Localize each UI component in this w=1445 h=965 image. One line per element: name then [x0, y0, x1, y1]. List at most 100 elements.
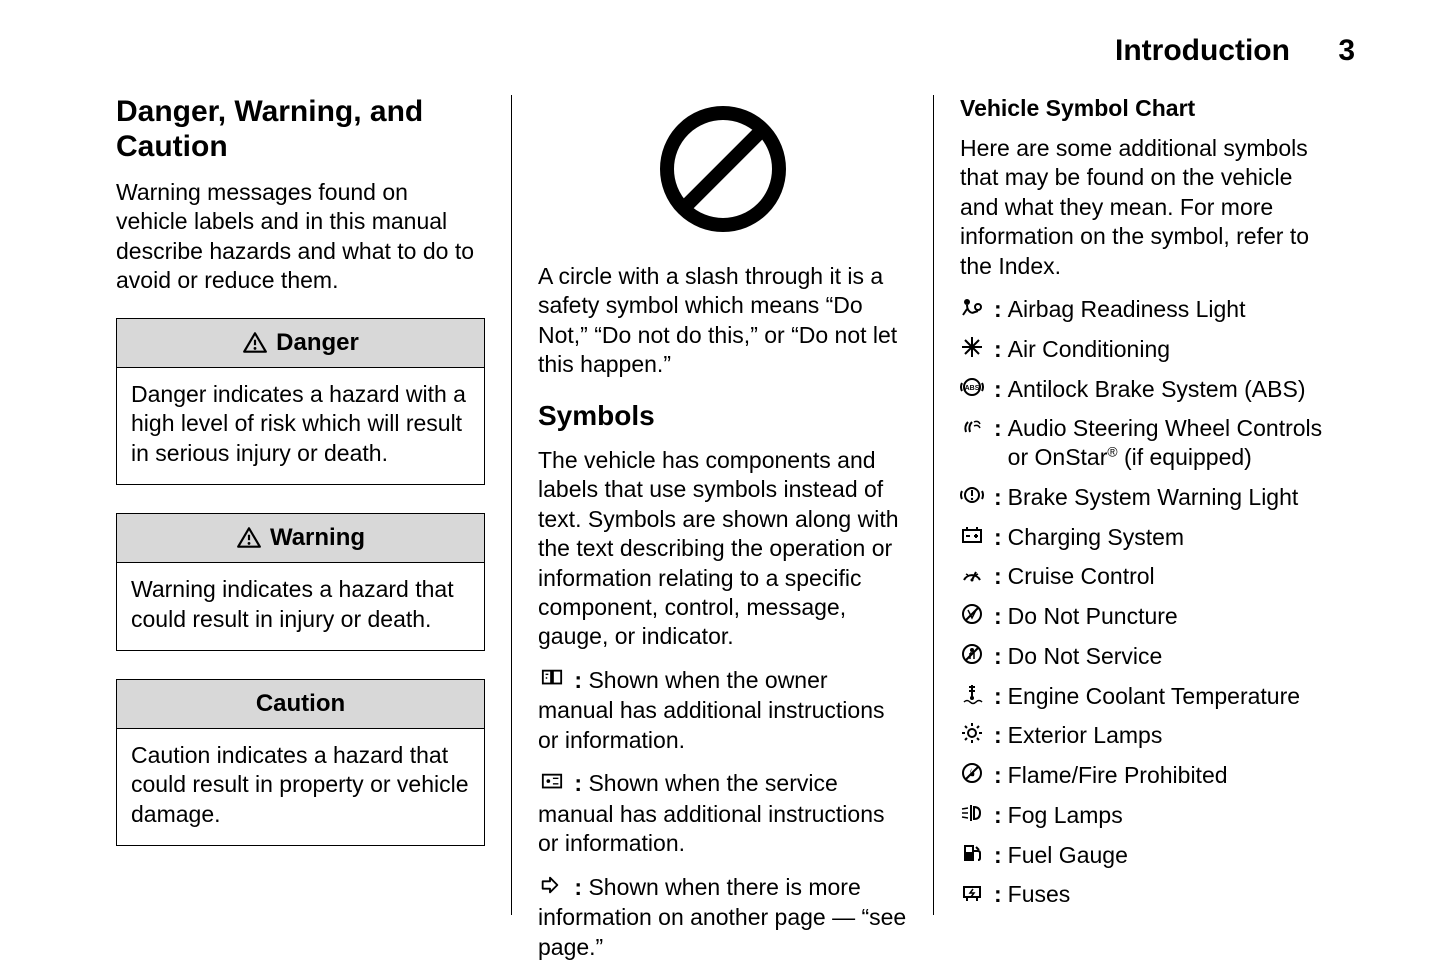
chart-item-audio: :Audio Steering Wheel Controls or OnStar…	[960, 414, 1329, 472]
chart-item-label: Fuses	[1008, 880, 1329, 909]
nopuncture-icon	[960, 602, 992, 626]
chart-item-flame: :Flame/Fire Prohibited	[960, 761, 1329, 790]
warning-triangle-icon	[236, 525, 262, 551]
symbols-heading: Symbols	[538, 400, 907, 432]
sep: :	[994, 602, 1002, 631]
symbols-intro: The vehicle has components and labels th…	[538, 446, 907, 652]
owner-manual-icon	[538, 667, 568, 696]
sep: :	[994, 414, 1002, 443]
danger-title: Danger	[276, 329, 359, 357]
sep: :	[994, 682, 1002, 711]
warning-title: Warning	[270, 524, 365, 552]
chart-item-brake: :Brake System Warning Light	[960, 483, 1329, 512]
chart-heading: Vehicle Symbol Chart	[960, 95, 1329, 122]
service-manual-text: Shown when the service manual has additi…	[538, 770, 884, 856]
svg-text:ABS: ABS	[965, 385, 980, 392]
warning-box: Warning Warning indicates a hazard that …	[116, 513, 485, 651]
sep: :	[994, 295, 1002, 324]
lamps-icon	[960, 721, 992, 745]
chart-item-fuel: :Fuel Gauge	[960, 841, 1329, 870]
chart-item-label: Air Conditioning	[1008, 335, 1329, 364]
warning-triangle-icon	[242, 330, 268, 356]
chart-item-label: Cruise Control	[1008, 562, 1329, 591]
warning-body: Warning indicates a hazard that could re…	[117, 563, 484, 650]
noservice-icon	[960, 642, 992, 666]
owner-manual-line: : Shown when the owner manual has additi…	[538, 666, 907, 756]
chart-item-ac: :Air Conditioning	[960, 335, 1329, 364]
do-not-text: A circle with a slash through it is a sa…	[538, 262, 907, 380]
columns: Danger, Warning, and Caution Warning mes…	[90, 95, 1355, 915]
sep: :	[574, 667, 582, 693]
chart-item-label: Do Not Puncture	[1008, 602, 1329, 631]
sep: :	[994, 801, 1002, 830]
cruise-icon	[960, 562, 992, 586]
chart-item-label: Fog Lamps	[1008, 801, 1329, 830]
section-title: Introduction	[1115, 34, 1290, 67]
see-page-line: : Shown when there is more information o…	[538, 873, 907, 963]
chart-item-label: Charging System	[1008, 523, 1329, 552]
page: Introduction 3 Danger, Warning, and Caut…	[0, 0, 1445, 965]
owner-manual-text: Shown when the owner manual has addition…	[538, 667, 884, 753]
page-header: Introduction 3	[1115, 34, 1355, 68]
chart-item-label: Exterior Lamps	[1008, 721, 1329, 750]
sep: :	[994, 562, 1002, 591]
sep: :	[994, 642, 1002, 671]
danger-box-head: Danger	[117, 319, 484, 368]
sep: :	[994, 761, 1002, 790]
see-page-text: Shown when there is more information on …	[538, 874, 906, 960]
fuse-icon	[960, 880, 992, 904]
prohibition-icon	[653, 99, 793, 239]
service-manual-line: : Shown when the service manual has addi…	[538, 769, 907, 859]
sep: :	[994, 721, 1002, 750]
chart-item-noservice: :Do Not Service	[960, 642, 1329, 671]
chart-item-charge: :Charging System	[960, 523, 1329, 552]
do-not-symbol	[538, 99, 907, 244]
danger-body: Danger indicates a hazard with a high le…	[117, 368, 484, 484]
chart-item-label: Flame/Fire Prohibited	[1008, 761, 1329, 790]
fog-icon	[960, 801, 992, 825]
sep: :	[994, 375, 1002, 404]
column-3: Vehicle Symbol Chart Here are some addit…	[933, 95, 1355, 915]
service-manual-icon	[538, 771, 568, 800]
sep: :	[994, 880, 1002, 909]
chart-item-abs: ABS:Antilock Brake System (ABS)	[960, 375, 1329, 404]
abs-icon: ABS	[960, 375, 992, 399]
chart-item-fuse: :Fuses	[960, 880, 1329, 909]
airbag-icon	[960, 295, 992, 319]
charge-icon	[960, 523, 992, 547]
chart-item-airbag: :Airbag Readiness Light	[960, 295, 1329, 324]
sep: :	[994, 841, 1002, 870]
col1-intro: Warning messages found on vehicle labels…	[116, 178, 485, 296]
sep: :	[994, 335, 1002, 364]
caution-box-head: Caution	[117, 680, 484, 729]
caution-body: Caution indicates a hazard that could re…	[117, 729, 484, 845]
chart-item-label: Do Not Service	[1008, 642, 1329, 671]
warning-box-head: Warning	[117, 514, 484, 563]
chart-item-label: Fuel Gauge	[1008, 841, 1329, 870]
chart-item-fog: :Fog Lamps	[960, 801, 1329, 830]
page-number: 3	[1338, 34, 1355, 67]
chart-item-label: Audio Steering Wheel Controls or OnStar®…	[1008, 414, 1329, 472]
chart-item-label: Airbag Readiness Light	[1008, 295, 1329, 324]
caution-title: Caution	[256, 690, 345, 718]
chart-item-cruise: :Cruise Control	[960, 562, 1329, 591]
chart-item-nopuncture: :Do Not Puncture	[960, 602, 1329, 631]
danger-box: Danger Danger indicates a hazard with a …	[116, 318, 485, 485]
sep: :	[574, 874, 582, 900]
col1-heading: Danger, Warning, and Caution	[116, 95, 485, 164]
chart-item-label: Brake System Warning Light	[1008, 483, 1329, 512]
column-2: A circle with a slash through it is a sa…	[511, 95, 933, 915]
see-page-icon	[538, 874, 568, 903]
sep: :	[994, 523, 1002, 552]
chart-item-lamps: :Exterior Lamps	[960, 721, 1329, 750]
chart-intro: Here are some additional symbols that ma…	[960, 134, 1329, 281]
chart-item-coolant: :Engine Coolant Temperature	[960, 682, 1329, 711]
symbol-chart-list: :Airbag Readiness Light:Air Conditioning…	[960, 295, 1329, 909]
fuel-icon	[960, 841, 992, 865]
column-1: Danger, Warning, and Caution Warning mes…	[90, 95, 511, 915]
audio-icon	[960, 414, 992, 438]
chart-item-label: Antilock Brake System (ABS)	[1008, 375, 1329, 404]
coolant-icon	[960, 682, 992, 706]
brake-icon	[960, 483, 992, 507]
sep: :	[574, 770, 582, 796]
